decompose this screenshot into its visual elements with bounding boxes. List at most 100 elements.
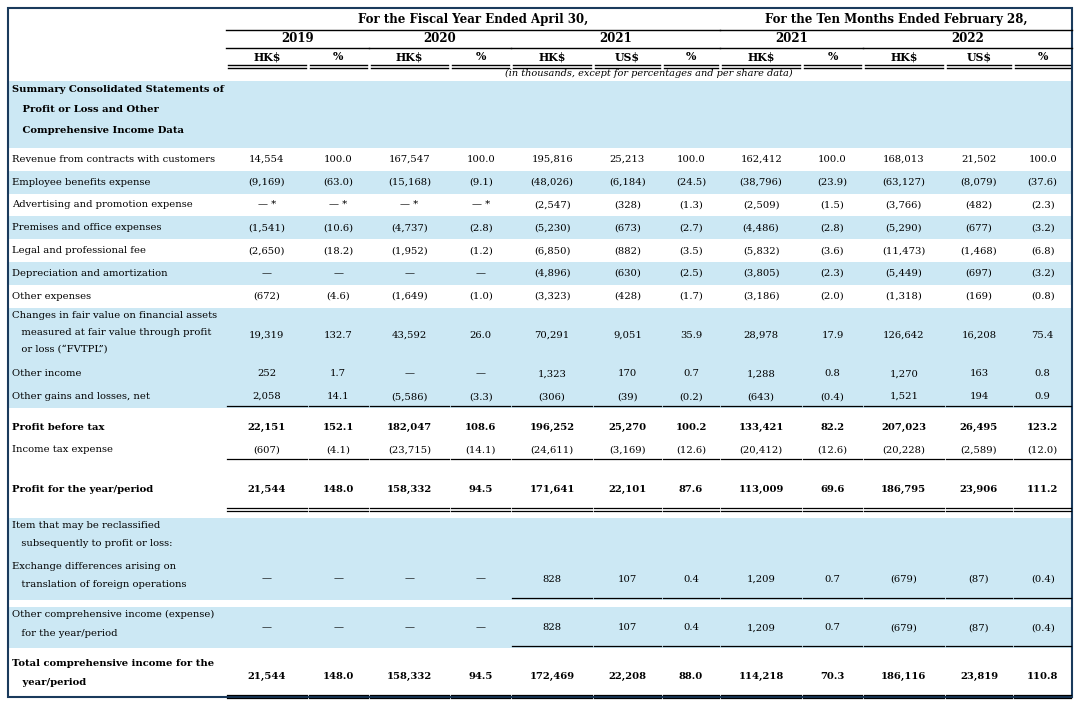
Text: (2.0): (2.0) xyxy=(821,292,845,301)
Text: (2,547): (2,547) xyxy=(534,200,570,209)
Text: For the Ten Months Ended February 28,: For the Ten Months Ended February 28, xyxy=(765,13,1027,25)
Text: —: — xyxy=(333,575,343,584)
Text: (3,766): (3,766) xyxy=(886,200,922,209)
Text: 1,288: 1,288 xyxy=(746,369,775,379)
Text: Other comprehensive income (expense): Other comprehensive income (expense) xyxy=(12,611,214,620)
Text: 87.6: 87.6 xyxy=(679,485,703,494)
Text: 186,116: 186,116 xyxy=(881,672,927,681)
Bar xyxy=(8,148,1072,171)
Text: HK$: HK$ xyxy=(539,51,566,63)
Text: 14,554: 14,554 xyxy=(249,155,284,164)
Text: 100.0: 100.0 xyxy=(467,155,496,164)
Text: 100.0: 100.0 xyxy=(818,155,847,164)
Text: 171,641: 171,641 xyxy=(529,485,575,494)
Text: —: — xyxy=(405,269,415,278)
Text: —: — xyxy=(333,269,343,278)
Text: (48,026): (48,026) xyxy=(530,178,573,187)
Text: 114,218: 114,218 xyxy=(739,672,784,681)
Text: 82.2: 82.2 xyxy=(821,422,845,431)
Text: 2,058: 2,058 xyxy=(253,392,281,401)
Text: 195,816: 195,816 xyxy=(531,155,573,164)
Text: (3.6): (3.6) xyxy=(821,246,845,255)
Text: 162,412: 162,412 xyxy=(740,155,782,164)
Bar xyxy=(8,171,1072,194)
Text: (328): (328) xyxy=(613,200,640,209)
Text: — *: — * xyxy=(472,200,490,209)
Text: (1.3): (1.3) xyxy=(679,200,703,209)
Text: 126,642: 126,642 xyxy=(883,331,924,340)
Text: 182,047: 182,047 xyxy=(387,422,432,431)
Text: 26.0: 26.0 xyxy=(470,331,491,340)
Text: Revenue from contracts with customers: Revenue from contracts with customers xyxy=(12,155,215,164)
Text: HK$: HK$ xyxy=(395,51,423,63)
Text: —: — xyxy=(405,369,415,379)
Text: (18.2): (18.2) xyxy=(323,246,353,255)
Text: (0.4): (0.4) xyxy=(1030,623,1055,632)
Text: 152.1: 152.1 xyxy=(323,422,354,431)
Text: (6,850): (6,850) xyxy=(534,246,570,255)
Text: US$: US$ xyxy=(967,51,991,63)
Text: 132.7: 132.7 xyxy=(324,331,352,340)
Text: (3.3): (3.3) xyxy=(469,392,492,401)
Text: Profit or Loss and Other: Profit or Loss and Other xyxy=(12,105,159,114)
Text: 158,332: 158,332 xyxy=(387,485,432,494)
Text: (1.7): (1.7) xyxy=(679,292,703,301)
Bar xyxy=(8,416,1072,439)
Text: (2.5): (2.5) xyxy=(679,269,703,278)
Text: 0.9: 0.9 xyxy=(1035,392,1051,401)
Text: (20,412): (20,412) xyxy=(740,446,783,454)
Text: (12.6): (12.6) xyxy=(676,446,706,454)
Text: 75.4: 75.4 xyxy=(1031,331,1054,340)
Text: Total comprehensive income for the: Total comprehensive income for the xyxy=(12,659,214,668)
Text: —: — xyxy=(476,623,486,632)
Text: 0.7: 0.7 xyxy=(824,623,840,632)
Text: 113,009: 113,009 xyxy=(739,485,784,494)
Text: (37.6): (37.6) xyxy=(1028,178,1057,187)
Text: (679): (679) xyxy=(890,623,917,632)
Text: 21,544: 21,544 xyxy=(247,485,286,494)
Text: 70,291: 70,291 xyxy=(535,331,570,340)
Text: 107: 107 xyxy=(618,575,637,584)
Text: 107: 107 xyxy=(618,623,637,632)
Text: —: — xyxy=(405,623,415,632)
Text: Comprehensive Income Data: Comprehensive Income Data xyxy=(12,125,184,135)
Text: (23.9): (23.9) xyxy=(818,178,848,187)
Text: (63.0): (63.0) xyxy=(323,178,353,187)
Text: HK$: HK$ xyxy=(747,51,774,63)
Text: —: — xyxy=(405,575,415,584)
Text: (607): (607) xyxy=(254,446,280,454)
Text: 16,208: 16,208 xyxy=(961,331,997,340)
Bar xyxy=(8,385,1072,408)
Text: 69.6: 69.6 xyxy=(821,485,845,494)
Bar xyxy=(8,216,1072,239)
Text: 100.2: 100.2 xyxy=(675,422,706,431)
Text: —: — xyxy=(261,575,272,584)
Text: Item that may be reclassified: Item that may be reclassified xyxy=(12,520,160,529)
Text: 123.2: 123.2 xyxy=(1027,422,1058,431)
Text: (3,805): (3,805) xyxy=(743,269,780,278)
Text: (2,650): (2,650) xyxy=(248,246,285,255)
Bar xyxy=(8,239,1072,262)
Text: (87): (87) xyxy=(969,623,989,632)
Bar xyxy=(8,307,1072,362)
Text: — *: — * xyxy=(329,200,348,209)
Text: 148.0: 148.0 xyxy=(323,485,354,494)
Text: 1,521: 1,521 xyxy=(889,392,918,401)
Text: (20,228): (20,228) xyxy=(882,446,926,454)
Text: 110.8: 110.8 xyxy=(1027,672,1058,681)
Text: 94.5: 94.5 xyxy=(469,485,492,494)
Text: 2022: 2022 xyxy=(951,32,984,46)
Text: 26,495: 26,495 xyxy=(960,422,998,431)
Text: (3.2): (3.2) xyxy=(1030,223,1054,232)
Text: (3.2): (3.2) xyxy=(1030,269,1054,278)
Text: 252: 252 xyxy=(257,369,276,379)
Text: 22,208: 22,208 xyxy=(608,672,646,681)
Text: 70.3: 70.3 xyxy=(821,672,845,681)
Text: (23,715): (23,715) xyxy=(388,446,431,454)
Text: 21,502: 21,502 xyxy=(961,155,997,164)
Text: For the Fiscal Year Ended April 30,: For the Fiscal Year Ended April 30, xyxy=(359,13,589,25)
Text: (1,541): (1,541) xyxy=(248,223,285,232)
Text: (3.5): (3.5) xyxy=(679,246,703,255)
Text: (1.2): (1.2) xyxy=(469,246,492,255)
Text: 163: 163 xyxy=(970,369,988,379)
